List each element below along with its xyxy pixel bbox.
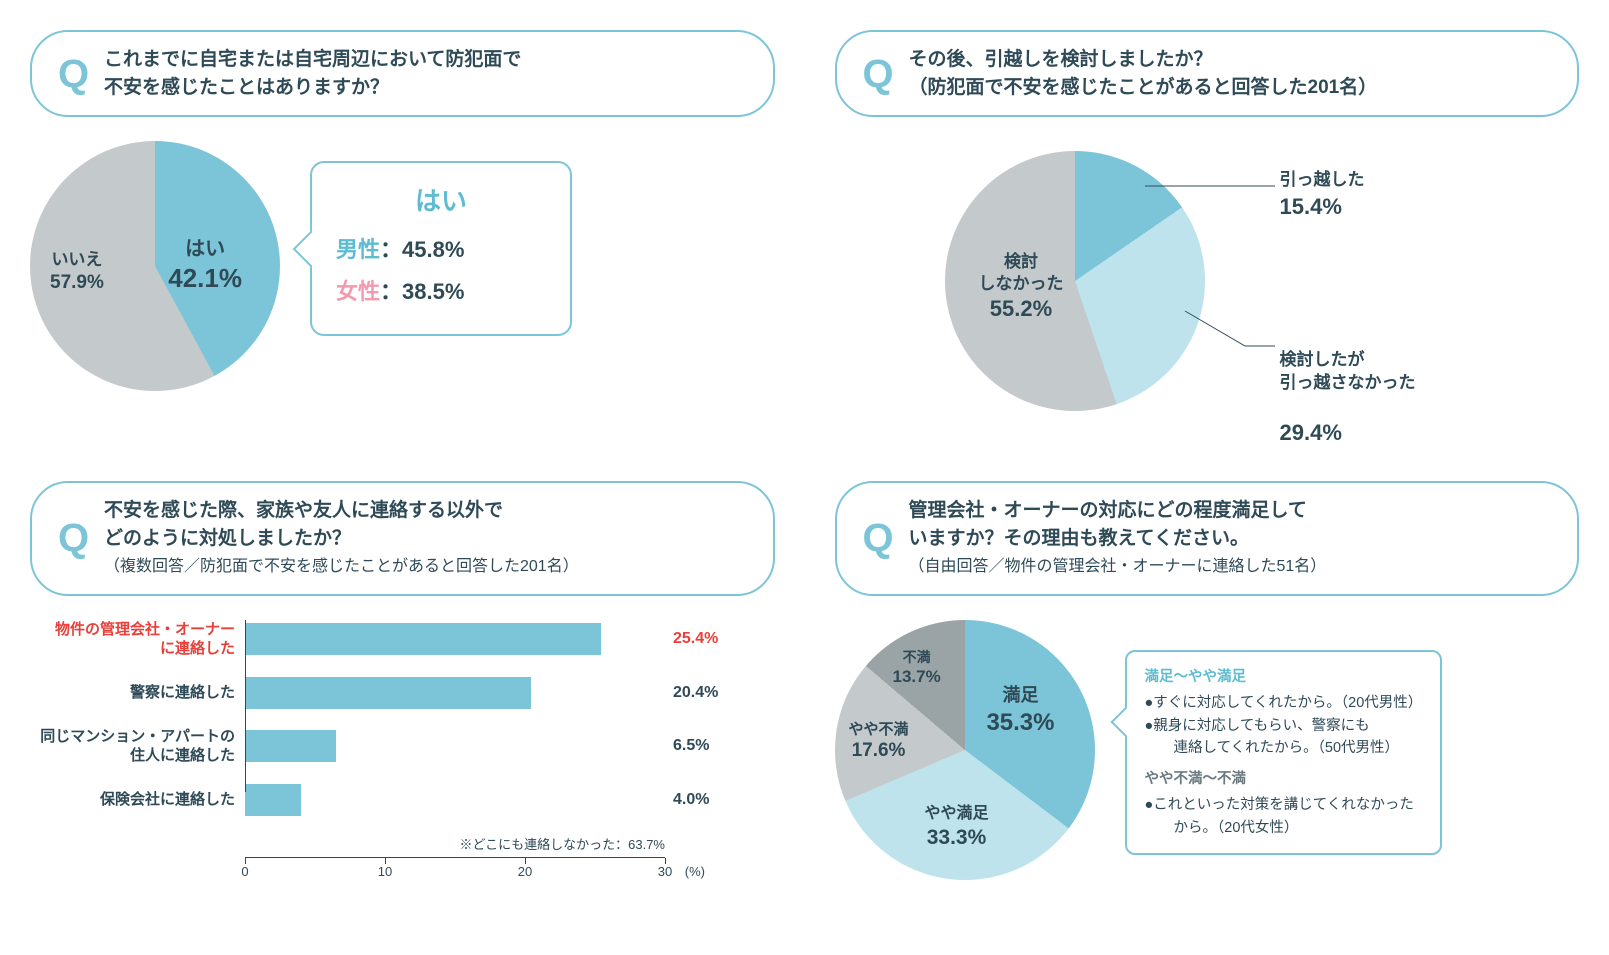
x-axis: 0102030(%) xyxy=(245,857,665,882)
bar-chart-actions: 物件の管理会社・オーナー に連絡した 25.4% 警察に連絡した 20.4% 同じマンシ… xyxy=(30,620,775,882)
question-text: 不安を感じた際、家族や友人に連絡する以外で どのように対処しましたか？ （複数回… xyxy=(104,497,579,580)
bar-row: 警察に連絡した 20.4% xyxy=(30,677,775,709)
breakdown-callout: はい 男性：45.8% 女性：38.5% xyxy=(310,161,572,336)
bar-value: 6.5% xyxy=(673,737,709,755)
panel-q1: Q これまでに自宅または自宅周辺において防犯面で 不安を感じたことはありますか？… xyxy=(30,30,775,441)
bar-fill xyxy=(245,677,531,709)
question-balloon: Q 管理会社・オーナーの対応にどの程度満足して いますか？その理由も教えてくださ… xyxy=(835,481,1580,596)
bar-value: 25.4% xyxy=(673,630,718,648)
q-mark-icon: Q xyxy=(58,54,89,94)
bar-row: 保険会社に連絡した 4.0% xyxy=(30,784,775,816)
question-balloon: Q その後、引越しを検討しましたか？ （防犯面で不安を感じたことがあると回答した… xyxy=(835,30,1580,117)
bar-label: 物件の管理会社・オーナー に連絡した xyxy=(30,620,245,659)
bar-fill xyxy=(245,730,336,762)
pie-chart-anxiety: はい 42.1% いいえ 57.9% xyxy=(30,141,280,391)
bar-value: 20.4% xyxy=(673,684,718,702)
label-considered: 検討したが 引っ越さなかった 29.4% xyxy=(1280,326,1416,447)
label-somewhat-sat: やや満足33.3% xyxy=(925,804,989,852)
bar-fill xyxy=(245,623,601,655)
male-breakdown: 男性：45.8% xyxy=(336,232,546,264)
question-text: 管理会社・オーナーの対応にどの程度満足して いますか？その理由も教えてください。… xyxy=(909,497,1327,580)
positive-heading: 満足～やや満足 xyxy=(1145,666,1423,688)
satisfaction-comments: 満足～やや満足 ●すぐに対応してくれたから。（20代男性） ●親身に対応してもら… xyxy=(1125,650,1443,855)
q-mark-icon: Q xyxy=(863,518,894,558)
question-text: これまでに自宅または自宅周辺において防犯面で 不安を感じたことはありますか？ xyxy=(104,46,521,101)
female-breakdown: 女性：38.5% xyxy=(336,274,546,306)
pie-label-no: いいえ 57.9% xyxy=(50,249,104,296)
question-balloon: Q これまでに自宅または自宅周辺において防犯面で 不安を感じたことはありますか？ xyxy=(30,30,775,117)
q-mark-icon: Q xyxy=(863,54,894,94)
label-satisfied: 満足35.3% xyxy=(986,684,1054,739)
label-somewhat-dis: やや不満17.6% xyxy=(849,720,909,764)
bar-label: 警察に連絡した xyxy=(30,683,245,703)
bar-fill xyxy=(245,784,301,816)
panel-q4: Q 管理会社・オーナーの対応にどの程度満足して いますか？その理由も教えてくださ… xyxy=(835,481,1580,882)
bar-row: 同じマンション・アパートの 住人に連絡した 6.5% xyxy=(30,727,775,766)
pie-label-yes: はい 42.1% xyxy=(168,236,242,296)
bar-note: ※どこにも連絡しなかった：63.7% xyxy=(245,834,665,853)
bar-row: 物件の管理会社・オーナー に連絡した 25.4% xyxy=(30,620,775,659)
bar-value: 4.0% xyxy=(673,791,709,809)
panel-q2: Q その後、引越しを検討しましたか？ （防犯面で不安を感じたことがあると回答した… xyxy=(835,30,1580,441)
bar-label: 保険会社に連絡した xyxy=(30,790,245,810)
callout-title: はい xyxy=(336,181,546,218)
comment-pos-2: ●親身に対応してもらい、警察にも 連絡してくれたから。（50代男性） xyxy=(1145,715,1423,760)
question-balloon: Q 不安を感じた際、家族や友人に連絡する以外で どのように対処しましたか？ （複… xyxy=(30,481,775,596)
bar-label: 同じマンション・アパートの 住人に連絡した xyxy=(30,727,245,766)
label-moved: 引っ越した 15.4% xyxy=(1280,169,1365,222)
comment-neg-1: ●これといった対策を講じてくれなかった から。（20代女性） xyxy=(1145,794,1423,839)
negative-heading: やや不満～不満 xyxy=(1145,768,1423,790)
panel-q3: Q 不安を感じた際、家族や友人に連絡する以外で どのように対処しましたか？ （複… xyxy=(30,481,775,882)
leader-lines xyxy=(835,141,1580,441)
pie-chart-satisfaction: 満足35.3% やや満足33.3% やや不満17.6% 不満13.7% xyxy=(835,620,1095,880)
q-mark-icon: Q xyxy=(58,518,89,558)
comment-pos-1: ●すぐに対応してくれたから。（20代男性） xyxy=(1145,692,1423,714)
label-dissatisfied: 不満13.7% xyxy=(893,648,941,688)
question-text: その後、引越しを検討しましたか？ （防犯面で不安を感じたことがあると回答した20… xyxy=(909,46,1378,101)
